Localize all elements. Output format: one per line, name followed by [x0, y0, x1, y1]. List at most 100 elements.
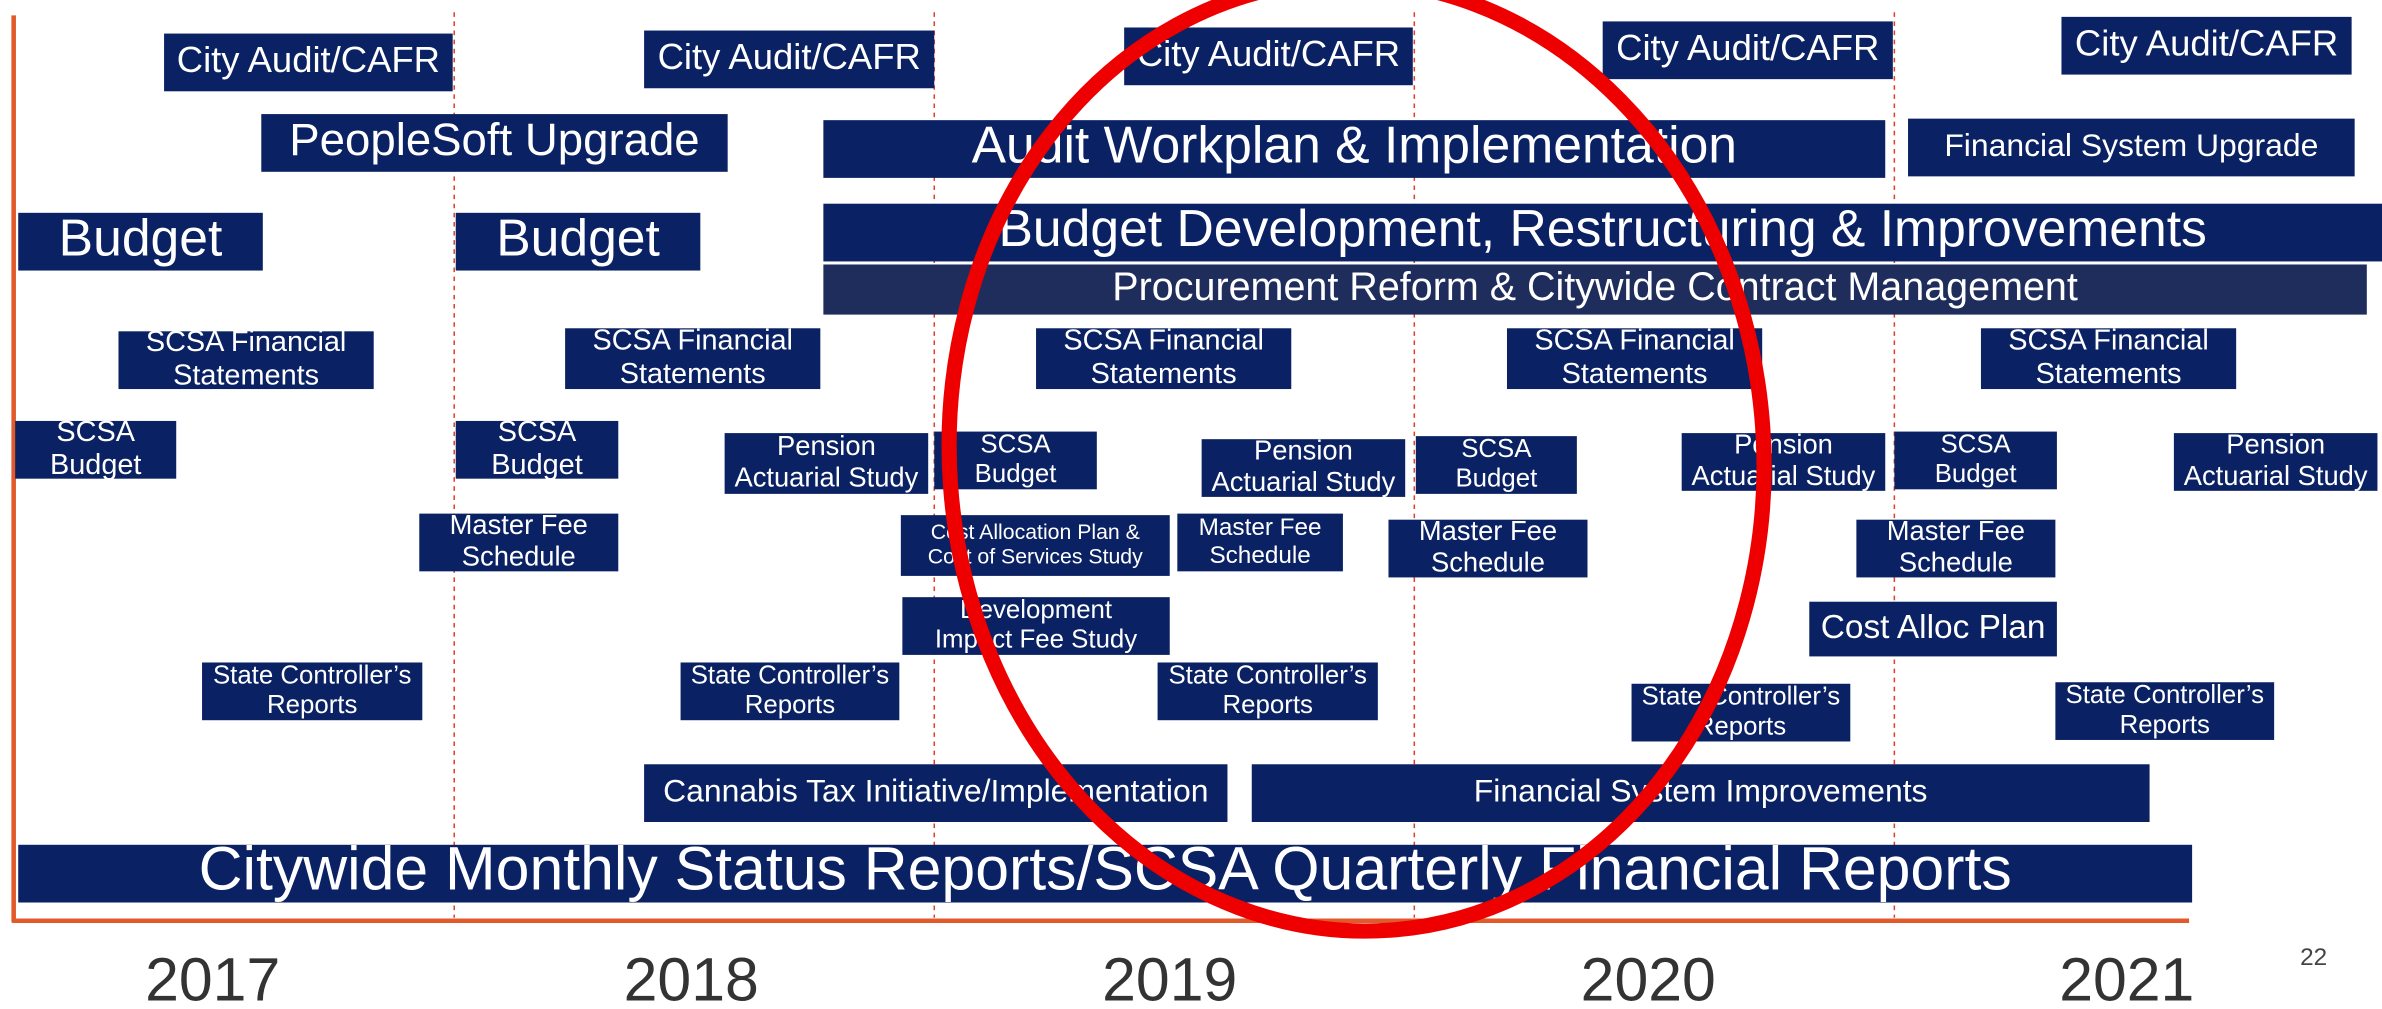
boxes: City Audit/CAFR City Audit/CAFR City Audit… — [15, 16, 2382, 903]
year-label: 2017 — [145, 946, 280, 1009]
box-label: SCSA Financial — [1063, 325, 1264, 357]
box-label: SCSA Financial — [1534, 325, 1735, 357]
box-label: Schedule — [462, 540, 576, 571]
years: 2017 2018 2019 2020 2021 — [145, 946, 2194, 1009]
box-label: City Audit/CAFR — [1137, 33, 1400, 74]
box — [823, 120, 1886, 178]
box-label: Reports — [745, 691, 835, 719]
box-label: State Controller’s — [2066, 681, 2264, 709]
box — [644, 30, 935, 89]
box-label: Pension — [1734, 428, 1833, 459]
box — [565, 328, 821, 390]
box-label: Statements — [1091, 358, 1237, 390]
box-label: Audit Workplan & Implementation — [972, 116, 1737, 174]
box-label: Actuarial Study — [1212, 466, 1396, 497]
box — [1388, 519, 1588, 578]
box — [118, 331, 374, 390]
box-label: Schedule — [1431, 546, 1545, 577]
box — [18, 212, 263, 271]
box — [1809, 601, 2057, 657]
box-label: SCSA Financial — [146, 326, 347, 358]
page-number: 22 — [2300, 944, 2327, 971]
box — [1415, 436, 1577, 494]
box — [1036, 328, 1292, 390]
box-label: State Controller’s — [213, 661, 411, 689]
box — [455, 212, 701, 271]
box-label: Schedule — [1899, 546, 2013, 577]
year-label: 2020 — [1581, 946, 1716, 1009]
box-label: State Controller’s — [1168, 661, 1366, 689]
box-label: State Controller’s — [691, 661, 889, 689]
box-label: SCSA Financial — [592, 325, 793, 357]
box-label: SCSA — [1940, 430, 2011, 458]
box-label: Citywide Monthly Status Reports/SCSA Qua… — [199, 835, 2012, 903]
box-label: Reports — [267, 691, 357, 719]
box — [455, 420, 619, 479]
box-label: City Audit/CAFR — [1616, 27, 1879, 68]
box — [1631, 683, 1851, 742]
box-label: Reports — [1223, 691, 1313, 719]
box — [644, 764, 1228, 822]
box-label: Master Fee — [450, 509, 588, 540]
year-label: 2018 — [624, 946, 759, 1009]
box-label: Impact Fee Study — [935, 626, 1137, 654]
box-label: Pension — [2226, 428, 2325, 459]
box-label: Pension — [777, 430, 876, 461]
box-label: SCSA Financial — [2008, 325, 2209, 357]
year-label: 2021 — [2059, 946, 2194, 1009]
box-label: Master Fee — [1419, 515, 1557, 546]
box — [1177, 513, 1343, 572]
box — [1856, 519, 2056, 578]
box — [1894, 431, 2057, 490]
box-label: Statements — [2036, 358, 2182, 390]
box — [1124, 27, 1413, 86]
box — [2061, 16, 2352, 75]
box-label: Budget — [1455, 465, 1537, 493]
box-label: City Audit/CAFR — [658, 36, 921, 77]
box — [419, 513, 619, 572]
box-label: Development — [960, 596, 1112, 624]
box-label: Master Fee — [1887, 515, 2025, 546]
box — [2055, 682, 2275, 740]
box-label: Statements — [1562, 358, 1708, 390]
box-label: City Audit/CAFR — [177, 39, 440, 80]
highlight-circle — [941, 0, 1772, 939]
box-label: Schedule — [1209, 542, 1310, 569]
box-label: Budget — [491, 449, 582, 481]
box — [823, 264, 2367, 315]
box-label: Budget — [496, 208, 660, 266]
box — [1602, 21, 1893, 80]
box — [15, 420, 177, 479]
box-label: Budget — [975, 460, 1057, 488]
box-label: Cost Allocation Plan & — [931, 520, 1140, 544]
box-label: Financial System Improvements — [1474, 773, 1928, 809]
box — [261, 114, 728, 172]
box-label: Financial System Upgrade — [1944, 127, 2318, 163]
box-label: State Controller’s — [1642, 683, 1840, 711]
box-label: City Audit/CAFR — [2075, 22, 2338, 63]
box — [164, 33, 453, 92]
box-label: PeopleSoft Upgrade — [289, 114, 699, 165]
year-label: 2019 — [1102, 946, 1237, 1009]
box — [900, 515, 1170, 576]
box-label: Procurement Reform & Citywide Contract M… — [1112, 265, 2078, 309]
box — [1201, 439, 1406, 497]
box — [18, 844, 2193, 903]
box-label: Actuarial Study — [735, 461, 919, 492]
box-label: Cost Alloc Plan — [1821, 609, 2046, 646]
box — [1506, 328, 1763, 390]
box — [1908, 118, 2355, 177]
box — [1681, 433, 1886, 491]
box-label: SCSA — [1461, 435, 1532, 463]
box — [823, 203, 2382, 262]
box-label: Actuarial Study — [1692, 460, 1876, 491]
box-label: SCSA — [498, 416, 577, 448]
box — [680, 662, 900, 721]
box-label: SCSA — [980, 430, 1051, 458]
box-label: Master Fee — [1199, 514, 1322, 541]
box-label: Cannabis Tax Initiative/Implementation — [663, 773, 1208, 809]
box — [1251, 764, 2150, 822]
box-label: Statements — [173, 359, 319, 391]
box — [202, 662, 423, 721]
